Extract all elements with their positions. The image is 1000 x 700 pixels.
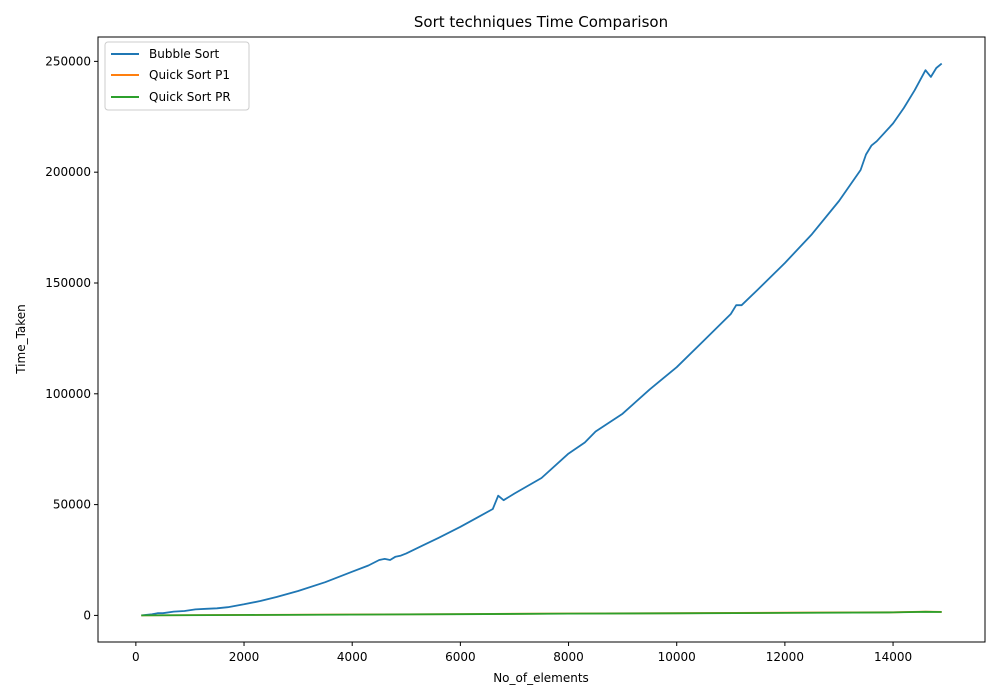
chart-title: Sort techniques Time Comparison (414, 13, 668, 31)
x-axis: 0 2000 4000 6000 8000 10000 12000 14000 (132, 642, 912, 664)
y-tick-label: 150000 (45, 276, 91, 290)
legend-label-bubble-sort: Bubble Sort (149, 47, 219, 61)
legend-box (104, 41, 250, 111)
x-tick-label: 4000 (337, 650, 368, 664)
series-line-quick-sort-pr (141, 610, 942, 617)
x-axis-label: No_of_elements (493, 671, 589, 685)
x-tick-label: 10000 (658, 650, 696, 664)
x-tick-label: 12000 (766, 650, 804, 664)
x-tick-label: 6000 (445, 650, 476, 664)
y-tick-label: 50000 (53, 498, 91, 512)
legend: Bubble Sort Quick Sort P1 Quick Sort PR (104, 41, 250, 111)
x-tick-label: 2000 (229, 650, 260, 664)
legend-label-quick-sort-p1: Quick Sort P1 (149, 68, 230, 82)
series-lines (141, 62, 943, 617)
y-tick-label: 250000 (45, 54, 91, 68)
y-axis-label: Time_Taken (14, 304, 28, 375)
y-tick-label: 100000 (45, 387, 91, 401)
series-line-bubble-sort (141, 62, 943, 617)
y-tick-label: 200000 (45, 165, 91, 179)
x-tick-label: 14000 (874, 650, 912, 664)
plot-area (97, 36, 986, 643)
x-tick-label: 8000 (553, 650, 584, 664)
x-tick-label: 0 (132, 650, 140, 664)
legend-label-quick-sort-pr: Quick Sort PR (149, 90, 231, 104)
y-tick-label: 0 (83, 608, 91, 622)
y-axis: 0 50000 100000 150000 200000 250000 (45, 54, 98, 622)
